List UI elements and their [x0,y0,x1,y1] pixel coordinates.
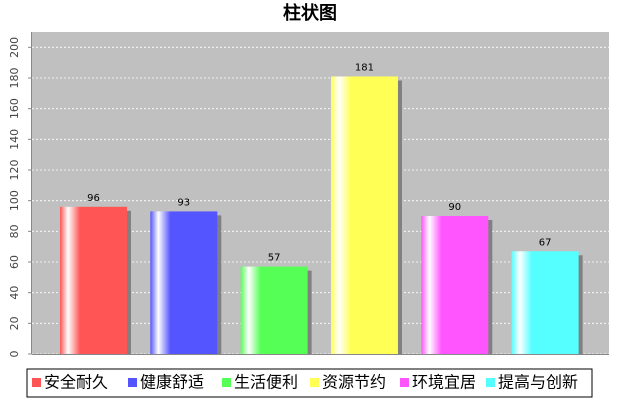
bar [240,266,308,354]
value-label: 181 [355,62,374,73]
legend-swatch [310,378,319,387]
legend-swatch [400,378,409,387]
legend-label: 提高与创新 [498,373,578,392]
legend-label: 环境宜居 [412,373,476,392]
value-label: 90 [448,202,461,213]
y-tick-label: 200 [8,37,21,58]
y-tick-label: 60 [8,255,21,269]
legend-label: 生活便利 [234,373,298,392]
legend [26,368,593,398]
value-label: 93 [177,197,190,208]
value-label: 67 [539,237,552,248]
y-tick-label: 40 [8,286,21,300]
y-tick-label: 80 [8,224,21,238]
bar [150,211,218,354]
bar [59,206,127,354]
y-tick-label: 140 [8,129,21,150]
bar [511,251,579,354]
legend-swatch [32,378,41,387]
value-label: 57 [268,253,281,264]
y-tick-label: 180 [8,68,21,89]
legend-label: 健康舒适 [140,373,204,392]
legend-swatch [222,378,231,387]
legend-label: 资源节约 [322,373,386,392]
y-tick-label: 120 [8,160,21,181]
y-tick-label: 160 [8,98,21,119]
y-tick-label: 20 [8,316,21,330]
legend-swatch [486,378,495,387]
legend-swatch [128,378,137,387]
bar [421,216,489,354]
legend-label: 安全耐久 [44,373,108,392]
value-label: 96 [87,193,100,204]
bar [330,76,398,354]
y-tick-label: 100 [8,190,21,211]
chart-title: 柱状图 [283,2,337,24]
y-tick-label: 0 [8,351,21,358]
